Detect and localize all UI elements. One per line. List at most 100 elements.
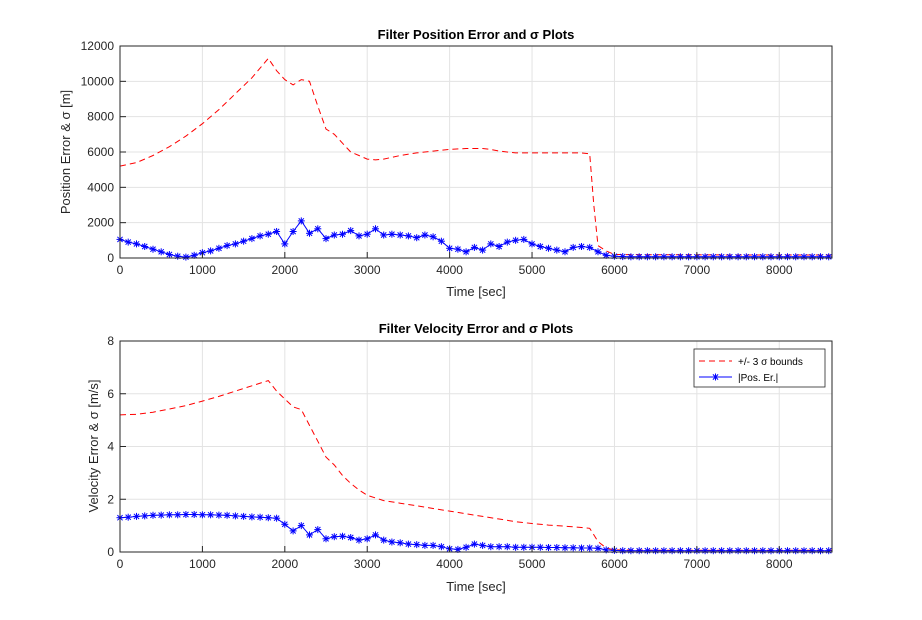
error-point-marker <box>231 512 239 520</box>
error-point-marker <box>157 511 165 519</box>
x-tick-label: 8000 <box>766 263 793 277</box>
error-point-marker <box>314 526 322 534</box>
error-point-marker <box>355 536 363 544</box>
error-point-marker <box>685 547 693 555</box>
axes-frame <box>119 45 833 259</box>
error-point-marker <box>182 511 190 518</box>
error-point-marker <box>421 231 429 239</box>
error-point-marker <box>240 512 248 520</box>
error-point-marker <box>825 547 833 555</box>
y-tick-label: 4 <box>107 440 114 454</box>
error-point-marker <box>182 253 190 261</box>
error-point-marker <box>223 242 231 250</box>
error-point-marker <box>528 240 536 248</box>
error-point-marker <box>372 225 379 233</box>
error-point-marker <box>396 539 404 547</box>
error-point-marker <box>701 547 709 555</box>
error-point-marker <box>652 253 660 261</box>
error-point-marker <box>817 253 824 261</box>
error-point-marker <box>751 253 758 261</box>
error-point-marker <box>825 253 833 261</box>
error-point-marker <box>330 533 338 541</box>
error-point-marker <box>363 535 371 543</box>
error-point-marker <box>281 240 289 248</box>
error-point-marker <box>709 547 717 555</box>
y-tick-label: 0 <box>107 545 114 559</box>
error-point-marker <box>314 225 322 233</box>
error-point-marker <box>643 253 651 261</box>
error-point-marker <box>149 245 157 253</box>
error-point-marker <box>520 235 528 243</box>
y-axis-label: Velocity Error & σ [m/s] <box>86 380 101 513</box>
error-point-marker <box>281 520 289 528</box>
x-tick-label: 5000 <box>519 263 546 277</box>
error-point-marker <box>586 243 594 251</box>
error-point-marker <box>668 253 676 261</box>
error-point-marker <box>536 543 544 551</box>
error-point-marker <box>339 532 346 540</box>
error-point-marker <box>808 253 816 261</box>
y-tick-label: 6000 <box>87 145 114 159</box>
error-point-marker <box>248 513 256 521</box>
error-point-marker <box>561 544 569 552</box>
error-point-marker <box>363 230 371 238</box>
y-tick-label: 0 <box>107 251 114 265</box>
x-tick-label: 6000 <box>601 263 628 277</box>
x-tick-label: 7000 <box>684 557 711 571</box>
error-point-marker <box>619 547 627 555</box>
error-point-marker <box>240 237 248 245</box>
error-point-marker <box>347 534 355 541</box>
error-point-marker <box>759 253 767 261</box>
y-tick-label: 8000 <box>87 110 114 124</box>
x-tick-label: 1000 <box>189 557 216 571</box>
error-point-marker <box>470 243 478 251</box>
x-tick-label: 4000 <box>436 557 463 571</box>
x-tick-label: 5000 <box>519 557 546 571</box>
error-point-marker <box>569 243 577 251</box>
error-point-marker <box>322 535 330 543</box>
error-point-marker <box>709 253 717 261</box>
legend-error-marker <box>712 373 719 381</box>
error-point-marker <box>512 236 520 244</box>
x-tick-label: 1000 <box>189 263 216 277</box>
error-point-marker <box>133 512 140 520</box>
error-point-marker <box>413 541 421 549</box>
y-tick-label: 8 <box>107 334 114 348</box>
error-point-marker <box>339 230 346 238</box>
error-point-marker <box>149 511 157 519</box>
x-tick-label: 2000 <box>271 557 298 571</box>
error-point-marker <box>198 511 206 519</box>
error-point-marker <box>157 248 165 256</box>
error-point-marker <box>487 240 495 248</box>
error-point-marker <box>594 544 602 552</box>
error-point-marker <box>264 514 272 522</box>
error-point-marker <box>503 543 511 551</box>
error-point-marker <box>784 253 791 261</box>
error-point-marker <box>133 240 140 248</box>
error-point-marker <box>470 540 478 548</box>
error-point-marker <box>817 547 824 555</box>
error-point-marker <box>396 231 404 239</box>
error-point-marker <box>479 541 487 549</box>
x-tick-label: 4000 <box>436 263 463 277</box>
error-point-marker <box>347 227 355 235</box>
error-point-marker <box>512 543 520 551</box>
error-point-marker <box>676 547 684 555</box>
error-point-marker <box>223 511 231 519</box>
error-point-marker <box>800 253 808 261</box>
error-point-marker <box>437 543 445 551</box>
error-point-marker <box>553 544 561 551</box>
chart-title: Filter Velocity Error and σ Plots <box>379 321 574 336</box>
legend-box <box>693 348 826 388</box>
error-point-marker <box>215 511 223 519</box>
error-point-marker <box>495 543 503 551</box>
error-point-marker <box>289 527 297 535</box>
y-tick-label: 4000 <box>87 180 114 194</box>
error-point-marker <box>701 253 709 261</box>
sigma-bound-line <box>119 380 832 551</box>
x-tick-label: 6000 <box>601 557 628 571</box>
x-tick-label: 3000 <box>354 263 381 277</box>
error-point-marker <box>487 543 495 551</box>
error-point-marker <box>429 233 437 241</box>
error-point-marker <box>726 547 734 555</box>
